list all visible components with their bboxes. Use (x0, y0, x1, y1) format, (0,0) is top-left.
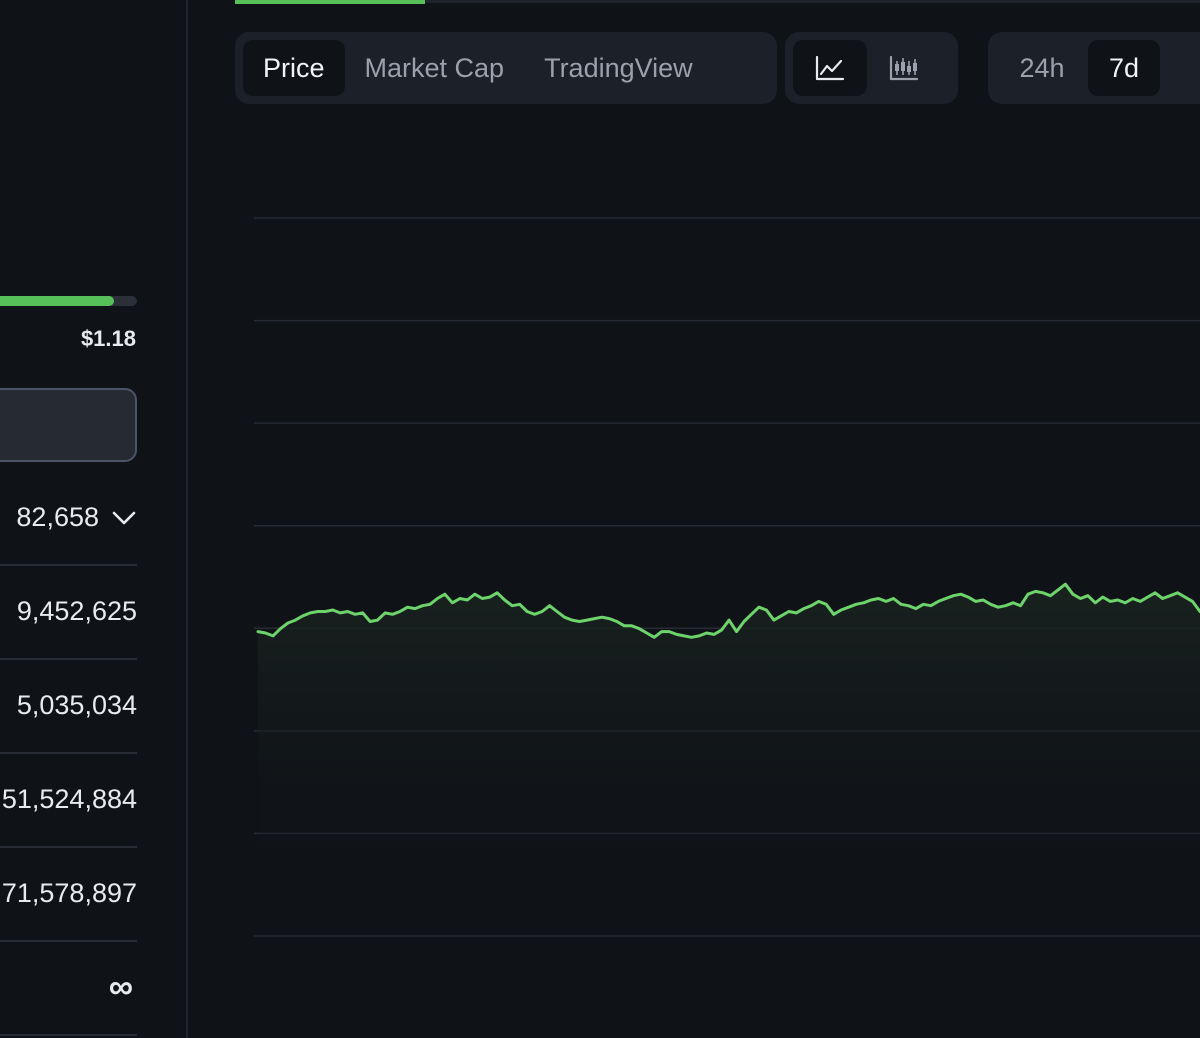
stat-row: 5,035,034 (0, 658, 137, 754)
tab-market-cap[interactable]: Market Cap (364, 52, 505, 83)
line-chart-icon (815, 55, 845, 81)
stat-row: 51,524,884 (0, 752, 137, 848)
price-area-fill (258, 584, 1200, 906)
tab-underline-active (235, 0, 425, 4)
panel-action-button[interactable] (0, 388, 137, 462)
line-chart-button[interactable] (793, 40, 867, 96)
stats-panel: $1.18 82,658 9,452,625 5,035,034 51,524,… (0, 0, 188, 1038)
stat-row: 9,452,625 (0, 564, 137, 660)
stat-row: 71,578,897 (0, 846, 137, 942)
stat-row-max-supply: ∞ (0, 940, 137, 1036)
range-7d[interactable]: 7d (1088, 40, 1160, 96)
range-24h[interactable]: 24h (1019, 52, 1065, 83)
price-chart[interactable] (254, 200, 1200, 960)
stat-value: 82,658 (16, 501, 99, 532)
stat-value: 71,578,897 (1, 877, 137, 908)
price-range-bar (0, 296, 137, 306)
stat-value: 9,452,625 (16, 595, 137, 626)
range-high-value: $1.18 (80, 326, 136, 351)
chart-type-tabs: Price Market Cap TradingView (235, 32, 777, 104)
candlestick-chart-button[interactable] (867, 40, 941, 96)
stat-row-market-cap[interactable]: 82,658 (0, 470, 137, 566)
candlestick-chart-icon (889, 55, 919, 81)
time-range-tabs: 24h 7d (988, 32, 1200, 104)
price-range-fill (0, 296, 114, 306)
tab-underline-track (235, 0, 1200, 3)
tab-price[interactable]: Price (243, 40, 345, 96)
tab-tradingview[interactable]: TradingView (544, 52, 693, 83)
chart-style-toggle (785, 32, 958, 104)
stat-value: 51,524,884 (1, 783, 137, 814)
infinity-value: ∞ (108, 967, 133, 1006)
chevron-down-icon[interactable] (111, 504, 137, 530)
stat-value: 5,035,034 (16, 689, 137, 720)
price-series-line (256, 582, 1200, 639)
